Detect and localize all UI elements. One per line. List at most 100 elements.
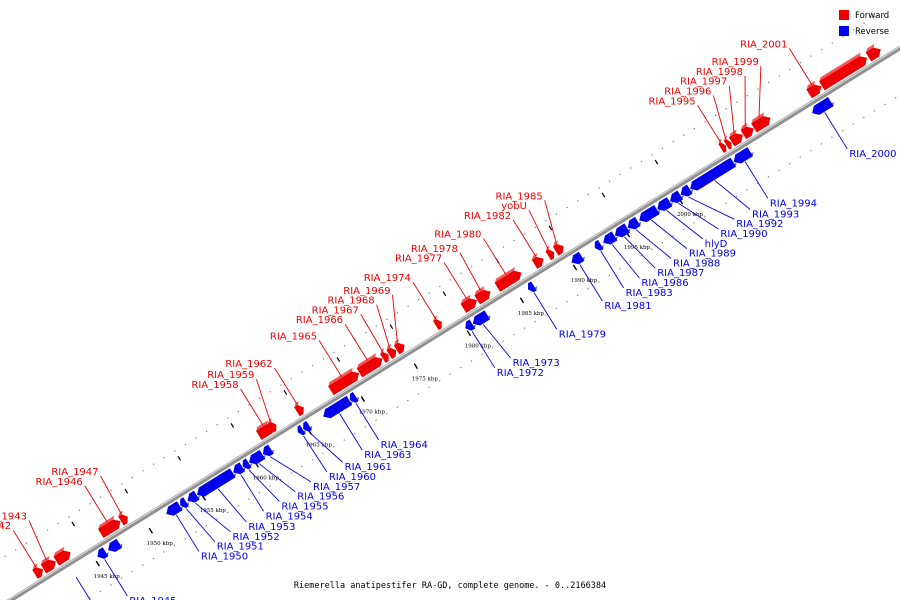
- scale-dot: [110, 584, 112, 586]
- gene-arrow-face: [545, 245, 550, 252]
- gene-arrow-face: [41, 555, 50, 565]
- scale-dot: [407, 305, 409, 307]
- gene-arrow-group: [531, 253, 544, 269]
- gene-arrow-face: [294, 401, 299, 408]
- scale-dot: [131, 476, 133, 478]
- scale-dot: [693, 222, 695, 224]
- scale-dot: [396, 312, 399, 314]
- gene-arrow-RIA_1966: [356, 356, 383, 378]
- callout-line: [75, 576, 91, 600]
- gene-label: RIA_1965: [270, 331, 317, 342]
- gene-label: RIA_1985: [496, 191, 543, 202]
- scale-dot: [68, 516, 70, 518]
- gene-label: RIA_1998: [696, 67, 743, 78]
- legend-reverse-swatch: [839, 26, 849, 36]
- gene-arrow-face: [104, 552, 109, 559]
- gene-label: RIA_1986: [641, 278, 688, 289]
- callout-line: [344, 323, 369, 361]
- gene-arrow-RIA_1998: [740, 126, 754, 140]
- scale-dot: [311, 459, 314, 461]
- scale-dot: [460, 367, 462, 369]
- gene-label: RIA_1997: [680, 77, 727, 88]
- scale-dot: [227, 511, 229, 514]
- gene-arrow-face: [394, 339, 399, 346]
- scale-dot: [502, 246, 505, 248]
- scale-dot: [301, 465, 303, 467]
- gene-label: RIA_1964: [381, 440, 428, 451]
- gene-arrow-group: [594, 239, 605, 251]
- scale-dot: [131, 571, 133, 573]
- gene-arrow-group: [472, 310, 491, 326]
- scale-dot: [577, 200, 579, 202]
- scale-dot: [820, 143, 823, 145]
- scale-dot: [428, 292, 430, 294]
- gene-arrow-face: [610, 236, 618, 245]
- gene-arrow-group: [657, 197, 673, 211]
- callout-line: [217, 488, 247, 523]
- tick-mark-upper: [389, 324, 394, 330]
- callout-line: [175, 514, 200, 552]
- gene-arrow-face: [461, 294, 471, 304]
- gene-arrow-group: [627, 216, 642, 230]
- callout-line: [28, 520, 47, 561]
- gene-arrow-group: [865, 43, 881, 62]
- scale-dot: [364, 426, 367, 428]
- gene-arrow-face: [751, 112, 765, 124]
- legend-forward-label: Forward: [855, 11, 889, 21]
- tick-mark-upper: [124, 488, 129, 494]
- scale-dot: [481, 353, 483, 356]
- gene-arrow-RIA_1989: [639, 205, 660, 223]
- gene-arrow-group: [297, 424, 307, 436]
- gene-label: RIA_1945: [129, 596, 176, 600]
- scale-dot: [163, 551, 165, 553]
- callout-line: [443, 262, 468, 300]
- scale-dot: [746, 95, 749, 97]
- gene-arrow-RIA_1996: [723, 139, 732, 150]
- gene-arrow-group: [267, 418, 277, 433]
- scale-dot: [343, 345, 346, 347]
- tick-mark: [95, 560, 100, 567]
- callout-line: [579, 264, 603, 302]
- scale-dot: [672, 141, 674, 143]
- scale-dot: [216, 424, 218, 426]
- gene-arrow-group: [187, 490, 201, 503]
- scale-dot: [195, 531, 197, 533]
- tick-mark-upper: [654, 159, 659, 165]
- scale-dot: [449, 279, 452, 281]
- callout-line: [528, 209, 549, 250]
- scale-dot: [683, 134, 685, 136]
- gene-label: RIA_1973: [513, 358, 560, 369]
- gene-label: RIA_1995: [648, 96, 695, 107]
- legend-forward-swatch: [839, 10, 849, 20]
- scale-dot: [206, 430, 208, 432]
- scale-dot: [523, 327, 526, 329]
- gene-arrow-face: [677, 195, 684, 203]
- tick-mark-upper: [71, 521, 76, 527]
- gene-label: RIA_1955: [281, 501, 328, 512]
- scale-dot: [280, 384, 282, 386]
- gene-arrow-face: [98, 515, 115, 530]
- callout-line: [714, 180, 751, 210]
- callout-line: [355, 403, 380, 441]
- gene-arrow-group: [723, 135, 732, 150]
- scale-dot: [629, 261, 632, 263]
- callout-line: [635, 229, 672, 259]
- gene-label: RIA_1977: [395, 254, 442, 265]
- callout-line: [483, 238, 507, 276]
- gene-arrow-face: [330, 400, 353, 418]
- gene-label: RIA_1968: [327, 296, 374, 307]
- scale-dot: [640, 160, 642, 163]
- scale-dot: [89, 503, 91, 505]
- gene-label: RIA_1947: [51, 467, 98, 478]
- gene-arrow-group: [728, 129, 743, 147]
- scale-dot: [873, 110, 876, 112]
- scale-dot: [205, 525, 207, 527]
- callout-line: [824, 112, 848, 150]
- tick-label: 1945 kbp: [94, 574, 121, 580]
- scale-dot: [682, 228, 685, 231]
- gene-label: RIA_1989: [689, 249, 736, 260]
- scale-dot: [842, 35, 844, 37]
- scale-dot: [524, 233, 526, 235]
- legend: Forward Reverse: [839, 10, 889, 37]
- gene-arrow-RIA_1982: [531, 256, 544, 269]
